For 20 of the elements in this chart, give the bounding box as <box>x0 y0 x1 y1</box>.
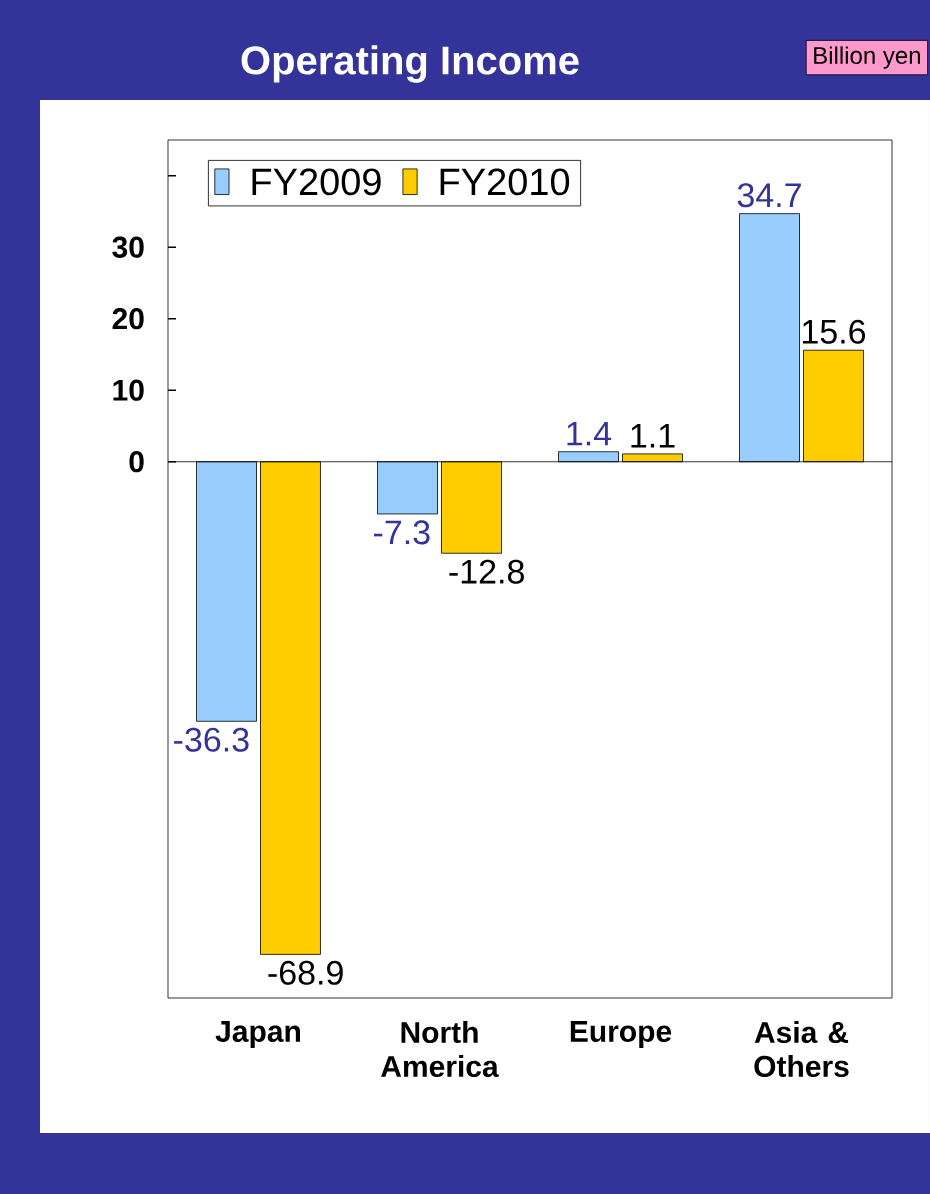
data-label: -7.3 <box>374 520 430 545</box>
data-label: -68.9 <box>268 960 343 985</box>
data-label: 1.1 <box>631 424 675 448</box>
data-label: -36.3 <box>174 727 249 752</box>
y-tick-label: 30 <box>112 236 144 258</box>
y-tick-label: 0 <box>129 451 144 473</box>
x-tick-label: Europe <box>570 1021 672 1048</box>
data-label: -12.8 <box>449 559 524 584</box>
chart-title: Operating Income <box>241 45 579 83</box>
x-tick-label: Japan <box>215 1021 300 1048</box>
x-tick-label: North America <box>381 1021 499 1078</box>
legend-label: FY2010 <box>440 168 570 196</box>
data-label: 34.7 <box>737 183 801 208</box>
text: Billion yen <box>814 46 920 69</box>
legend-label: FY2009 <box>252 168 381 196</box>
data-label: 1.4 <box>567 421 612 446</box>
y-tick-label: 10 <box>113 379 144 401</box>
data-label: 15.6 <box>803 319 866 344</box>
y-tick-label: 20 <box>112 308 144 330</box>
x-tick-label: Asia & Others <box>754 1021 849 1078</box>
